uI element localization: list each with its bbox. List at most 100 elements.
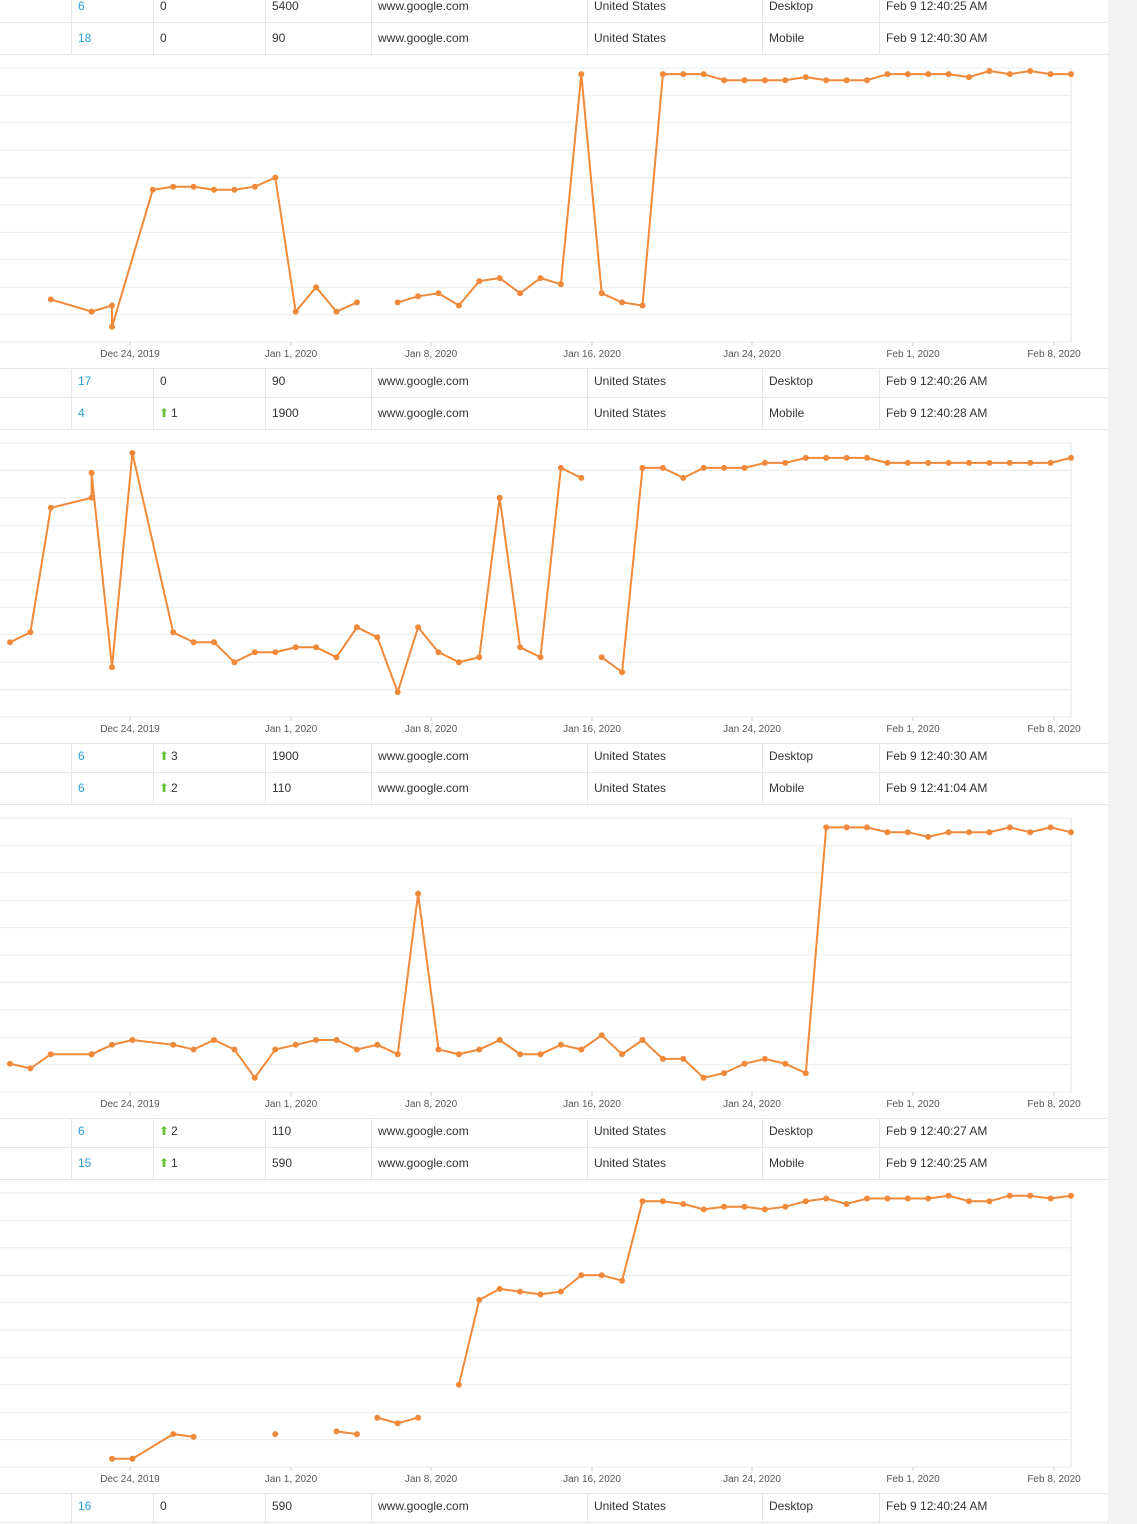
data-point[interactable] <box>884 459 891 466</box>
data-point[interactable] <box>109 1455 115 1462</box>
row-position-link-cell[interactable]: 6 <box>71 741 154 772</box>
data-point[interactable] <box>496 1285 503 1292</box>
data-point[interactable] <box>47 1051 54 1058</box>
data-point[interactable] <box>925 1195 932 1202</box>
data-point[interactable] <box>537 275 544 282</box>
data-point[interactable] <box>1006 1192 1013 1199</box>
data-point[interactable] <box>537 1051 544 1058</box>
data-point[interactable] <box>966 829 972 836</box>
data-point[interactable] <box>721 1070 728 1077</box>
data-point[interactable] <box>251 183 258 190</box>
data-point[interactable] <box>782 1203 789 1210</box>
data-point[interactable] <box>639 302 646 309</box>
data-point[interactable] <box>1047 71 1054 78</box>
data-point[interactable] <box>598 1272 605 1279</box>
data-point[interactable] <box>619 1051 626 1058</box>
data-point[interactable] <box>966 459 972 466</box>
data-point[interactable] <box>455 1051 462 1058</box>
data-point[interactable] <box>1068 71 1074 78</box>
data-point[interactable] <box>517 1051 524 1058</box>
data-point[interactable] <box>27 1065 34 1072</box>
row-position-link-cell[interactable]: 6 <box>71 773 154 804</box>
data-point[interactable] <box>313 284 320 291</box>
data-point[interactable] <box>1027 459 1034 466</box>
table-row[interactable]: 15 ⬆ 1 590 www.google.com United States Mobile… <box>0 1148 1108 1180</box>
data-point[interactable] <box>47 296 54 303</box>
data-point[interactable] <box>517 644 524 651</box>
data-point[interactable] <box>170 1041 177 1048</box>
data-point[interactable] <box>659 1055 666 1062</box>
data-point[interactable] <box>374 634 381 641</box>
row-position-link-cell[interactable]: 16 <box>71 1491 154 1522</box>
data-point[interactable] <box>170 1431 177 1438</box>
data-point[interactable] <box>843 824 850 831</box>
data-point[interactable] <box>353 1046 360 1053</box>
data-point[interactable] <box>190 639 197 646</box>
data-point[interactable] <box>231 659 238 666</box>
data-point[interactable] <box>190 183 197 190</box>
data-point[interactable] <box>455 659 462 666</box>
data-point[interactable] <box>1027 829 1034 836</box>
data-point[interactable] <box>211 1037 217 1043</box>
data-point[interactable] <box>557 281 564 288</box>
data-point[interactable] <box>659 71 666 78</box>
data-point[interactable] <box>700 1206 707 1213</box>
data-point[interactable] <box>802 74 809 81</box>
data-point[interactable] <box>1047 824 1054 831</box>
row-position-link[interactable]: 18 <box>78 31 92 45</box>
data-point[interactable] <box>7 1060 13 1067</box>
data-point[interactable] <box>231 1046 238 1053</box>
table-row[interactable]: 16 0 590 www.google.com United States Desktop… <box>0 1491 1108 1523</box>
data-point[interactable] <box>251 1074 258 1081</box>
data-point[interactable] <box>394 1051 401 1058</box>
table-row[interactable]: 6 ⬆ 2 110 www.google.com United States Desktop… <box>0 1116 1108 1148</box>
data-point[interactable] <box>476 654 483 661</box>
row-position-link-cell[interactable]: 15 <box>71 1148 154 1179</box>
data-point[interactable] <box>802 1070 809 1077</box>
data-point[interactable] <box>659 1198 666 1205</box>
data-point[interactable] <box>721 77 728 84</box>
data-point[interactable] <box>761 77 768 84</box>
data-point[interactable] <box>435 1046 442 1053</box>
data-point[interactable] <box>190 1046 197 1053</box>
data-point[interactable] <box>680 1055 687 1062</box>
data-point[interactable] <box>864 824 870 831</box>
data-point[interactable] <box>639 1037 646 1043</box>
data-point[interactable] <box>659 464 666 471</box>
data-point[interactable] <box>904 71 911 78</box>
data-point[interactable] <box>476 1296 483 1303</box>
data-point[interactable] <box>741 1203 748 1210</box>
row-position-link-cell[interactable]: 6 <box>71 0 154 22</box>
data-point[interactable] <box>88 1051 95 1058</box>
data-point[interactable] <box>170 629 177 636</box>
data-point[interactable] <box>761 1206 768 1213</box>
data-point[interactable] <box>415 890 422 897</box>
data-point[interactable] <box>394 689 401 696</box>
row-position-link[interactable]: 16 <box>78 1499 92 1513</box>
data-point[interactable] <box>578 1272 585 1279</box>
data-point[interactable] <box>578 71 585 78</box>
data-point[interactable] <box>557 464 564 471</box>
data-point[interactable] <box>476 278 483 285</box>
data-point[interactable] <box>394 299 401 306</box>
data-point[interactable] <box>211 186 217 193</box>
data-point[interactable] <box>557 1041 564 1048</box>
data-point[interactable] <box>884 829 891 836</box>
row-position-link[interactable]: 6 <box>78 781 85 795</box>
data-point[interactable] <box>598 1032 605 1039</box>
data-point[interactable] <box>700 71 707 78</box>
data-point[interactable] <box>843 77 850 84</box>
data-point[interactable] <box>904 1195 911 1202</box>
data-point[interactable] <box>823 454 830 461</box>
data-point[interactable] <box>1027 1192 1034 1199</box>
data-point[interactable] <box>537 1291 544 1298</box>
data-point[interactable] <box>945 1192 952 1199</box>
data-point[interactable] <box>190 1433 197 1440</box>
data-point[interactable] <box>7 639 13 646</box>
data-point[interactable] <box>986 829 993 836</box>
row-position-link[interactable]: 15 <box>78 1156 92 1170</box>
data-point[interactable] <box>435 649 442 656</box>
data-point[interactable] <box>88 494 95 501</box>
row-position-link[interactable]: 4 <box>78 406 85 420</box>
table-row[interactable]: 18 0 90 www.google.com United States Mobile Fe… <box>0 23 1108 55</box>
